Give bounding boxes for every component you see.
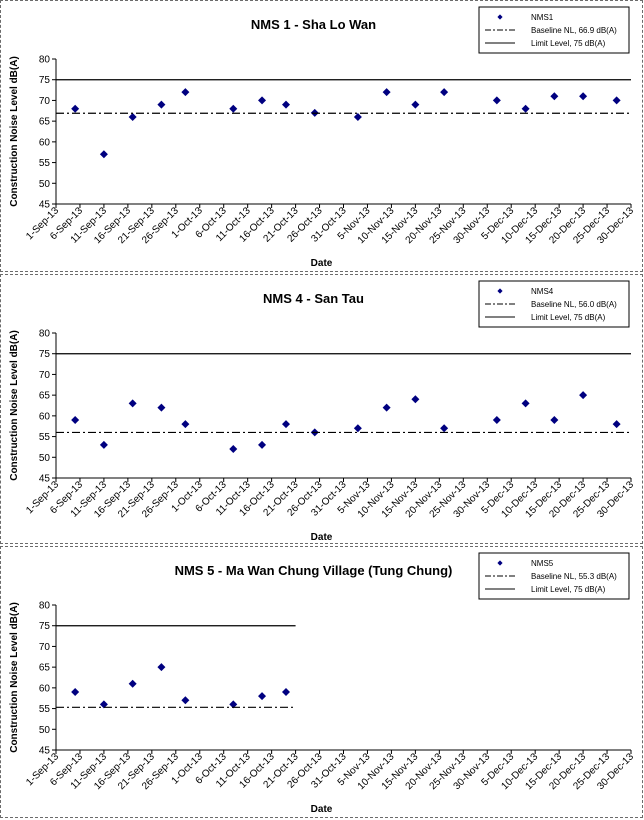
chart-nms1: NMS 1 - Sha Lo Wan45505560657075801-Sep-…: [9, 6, 636, 269]
data-point: [258, 96, 267, 105]
y-tick-label: 75: [39, 75, 51, 86]
data-point: [353, 424, 362, 433]
legend-marker-diamond: [497, 560, 503, 566]
legend: NMS4 Baseline NL, 56.0 dB(A) Limit Level, …: [478, 280, 630, 328]
data-point: [181, 696, 190, 705]
legend-label: NMS5: [531, 559, 554, 568]
y-tick-label: 55: [39, 704, 51, 715]
legend-label: Baseline NL, 56.0 dB(A): [531, 300, 617, 309]
legend-label: Baseline NL, 66.9 dB(A): [531, 26, 617, 35]
data-point: [579, 92, 588, 101]
data-point: [229, 104, 238, 113]
data-point: [181, 88, 190, 97]
y-axis-title: Construction Noise Level dB(A): [9, 602, 20, 753]
data-point: [353, 113, 362, 121]
y-tick-label: 65: [39, 663, 51, 674]
data-point: [382, 403, 391, 412]
legend-box: [478, 552, 630, 600]
legend-label: NMS1: [531, 13, 554, 22]
data-point: [71, 416, 80, 424]
y-tick-label: 75: [39, 621, 51, 632]
chart-nms5: NMS 5 - Ma Wan Chung Village (Tung Chung…: [9, 552, 636, 815]
data-point: [128, 113, 137, 121]
legend-marker-diamond: [497, 288, 503, 294]
data-point: [157, 663, 166, 672]
y-tick-label: 60: [39, 137, 51, 148]
y-tick-label: 50: [39, 725, 51, 736]
chart-panel-2: NMS 4 - San Tau 45 50 55 60 65 70 75 80 1-Sep-13 6…: [0, 274, 643, 544]
legend-label: Baseline NL, 55.3 dB(A): [531, 572, 617, 581]
chart-panel-1: NMS 1 - Sha Lo Wan 45 50 55 60 65 70 75 80 1-Sep-…: [0, 0, 643, 272]
legend-box: [478, 280, 630, 328]
data-point: [521, 104, 530, 113]
data-point: [258, 440, 267, 449]
y-tick-label: 55: [39, 432, 51, 443]
data-point: [612, 420, 621, 429]
data-point: [382, 88, 391, 97]
x-axis-title: Date: [311, 532, 333, 543]
data-point: [282, 100, 290, 109]
data-point: [282, 420, 290, 429]
y-tick-label: 65: [39, 117, 51, 128]
y-tick-label: 70: [39, 96, 51, 107]
data-point: [440, 88, 449, 97]
data-point: [258, 692, 267, 701]
chart-panel-3: NMS 5 - Ma Wan Chung Village (Tung Chung…: [0, 546, 643, 818]
data-point: [550, 92, 559, 101]
data-point: [128, 679, 137, 688]
data-point: [128, 399, 137, 408]
y-tick-label: 60: [39, 683, 51, 694]
data-point: [181, 420, 190, 429]
data-point: [411, 100, 420, 109]
data-point: [612, 96, 621, 105]
y-tick-label: 70: [39, 642, 51, 653]
data-point: [229, 445, 238, 453]
y-tick-label: 80: [39, 55, 51, 66]
chart-title: NMS 4 - San Tau: [263, 291, 364, 306]
data-point: [99, 700, 108, 709]
chart-title: NMS 1 - Sha Lo Wan: [251, 17, 376, 32]
legend: NMS1 Baseline NL, 66.9 dB(A) Limit Level, …: [478, 6, 630, 54]
legend-box: [478, 6, 630, 54]
data-point: [71, 104, 80, 113]
y-tick-label: 70: [39, 370, 51, 381]
data-point: [99, 440, 108, 449]
legend-label: Limit Level, 75 dB(A): [531, 39, 606, 48]
legend-marker-diamond: [497, 14, 503, 20]
data-point: [492, 96, 501, 105]
legend-label: NMS4: [531, 287, 554, 296]
y-tick-label: 55: [39, 158, 51, 169]
legend: NMS5 Baseline NL, 55.3 dB(A) Limit Level, …: [478, 552, 630, 600]
data-point: [157, 100, 166, 109]
y-tick-label: 80: [39, 601, 51, 612]
y-tick-label: 60: [39, 411, 51, 422]
y-axis-title: Construction Noise Level dB(A): [9, 56, 20, 207]
data-point: [492, 416, 501, 424]
y-tick-label: 50: [39, 453, 51, 464]
y-tick-label: 45: [39, 200, 51, 211]
y-tick-label: 80: [39, 329, 51, 340]
data-point: [157, 403, 166, 412]
y-tick-label: 65: [39, 391, 51, 402]
y-tick-label: 45: [39, 746, 51, 757]
legend-label: Limit Level, 75 dB(A): [531, 313, 606, 322]
chart-title: NMS 5 - Ma Wan Chung Village (Tung Chung…: [175, 563, 453, 578]
data-point: [550, 416, 559, 424]
data-point: [99, 150, 108, 159]
chart-nms4: NMS 4 - San Tau45505560657075801-Sep-136…: [9, 280, 636, 543]
y-tick-label: 75: [39, 349, 51, 360]
y-tick-label: 50: [39, 179, 51, 190]
data-point: [282, 688, 290, 696]
legend-label: Limit Level, 75 dB(A): [531, 585, 606, 594]
data-point: [440, 424, 449, 433]
data-point: [579, 391, 588, 400]
y-axis-title: Construction Noise Level dB(A): [9, 330, 20, 481]
x-axis-title: Date: [311, 258, 333, 269]
y-tick-label: 45: [39, 474, 51, 485]
data-point: [521, 399, 530, 408]
data-point: [229, 700, 238, 709]
x-axis-title: Date: [311, 804, 333, 815]
data-point: [71, 688, 80, 696]
data-point: [411, 395, 420, 404]
